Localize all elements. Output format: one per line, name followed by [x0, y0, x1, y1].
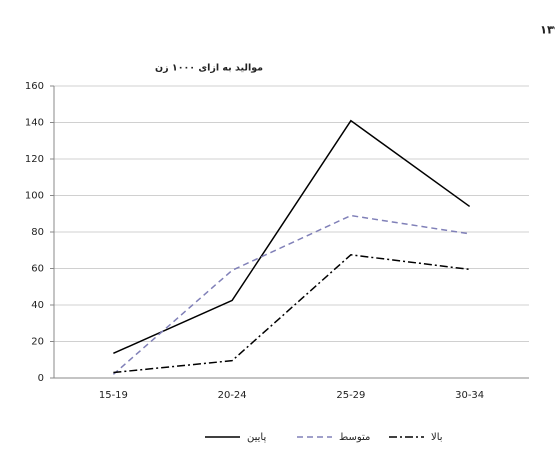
legend-label: بالا [431, 432, 443, 443]
x-tick-label: 25-29 [336, 390, 365, 401]
series-line [112, 214, 470, 375]
chart-title: الگوی سنی باروری زنان متاهل ۱۵–۳۴ ساله ش… [540, 23, 555, 38]
y-axis-label: موالید به ازای ۱۰۰۰ زن [155, 63, 263, 74]
x-tick-label: 20-24 [218, 390, 247, 401]
y-tick-label: 40 [31, 300, 44, 311]
x-tick-label: 15-19 [99, 390, 128, 401]
y-tick-label: 120 [25, 154, 44, 165]
y-tick-label: 160 [25, 81, 44, 92]
legend-label: متوسط [339, 432, 370, 443]
y-tick-label: 60 [31, 264, 44, 275]
y-tick-label: 140 [25, 118, 44, 129]
series-line [113, 119, 471, 355]
x-tick-label: 30-34 [455, 390, 484, 401]
y-tick-label: 80 [31, 227, 44, 238]
y-tick-label: 100 [25, 191, 44, 202]
y-tick-label: 0 [38, 373, 44, 384]
legend-label: پایین [247, 432, 266, 443]
series-line [113, 254, 470, 374]
y-tick-label: 20 [31, 337, 44, 348]
